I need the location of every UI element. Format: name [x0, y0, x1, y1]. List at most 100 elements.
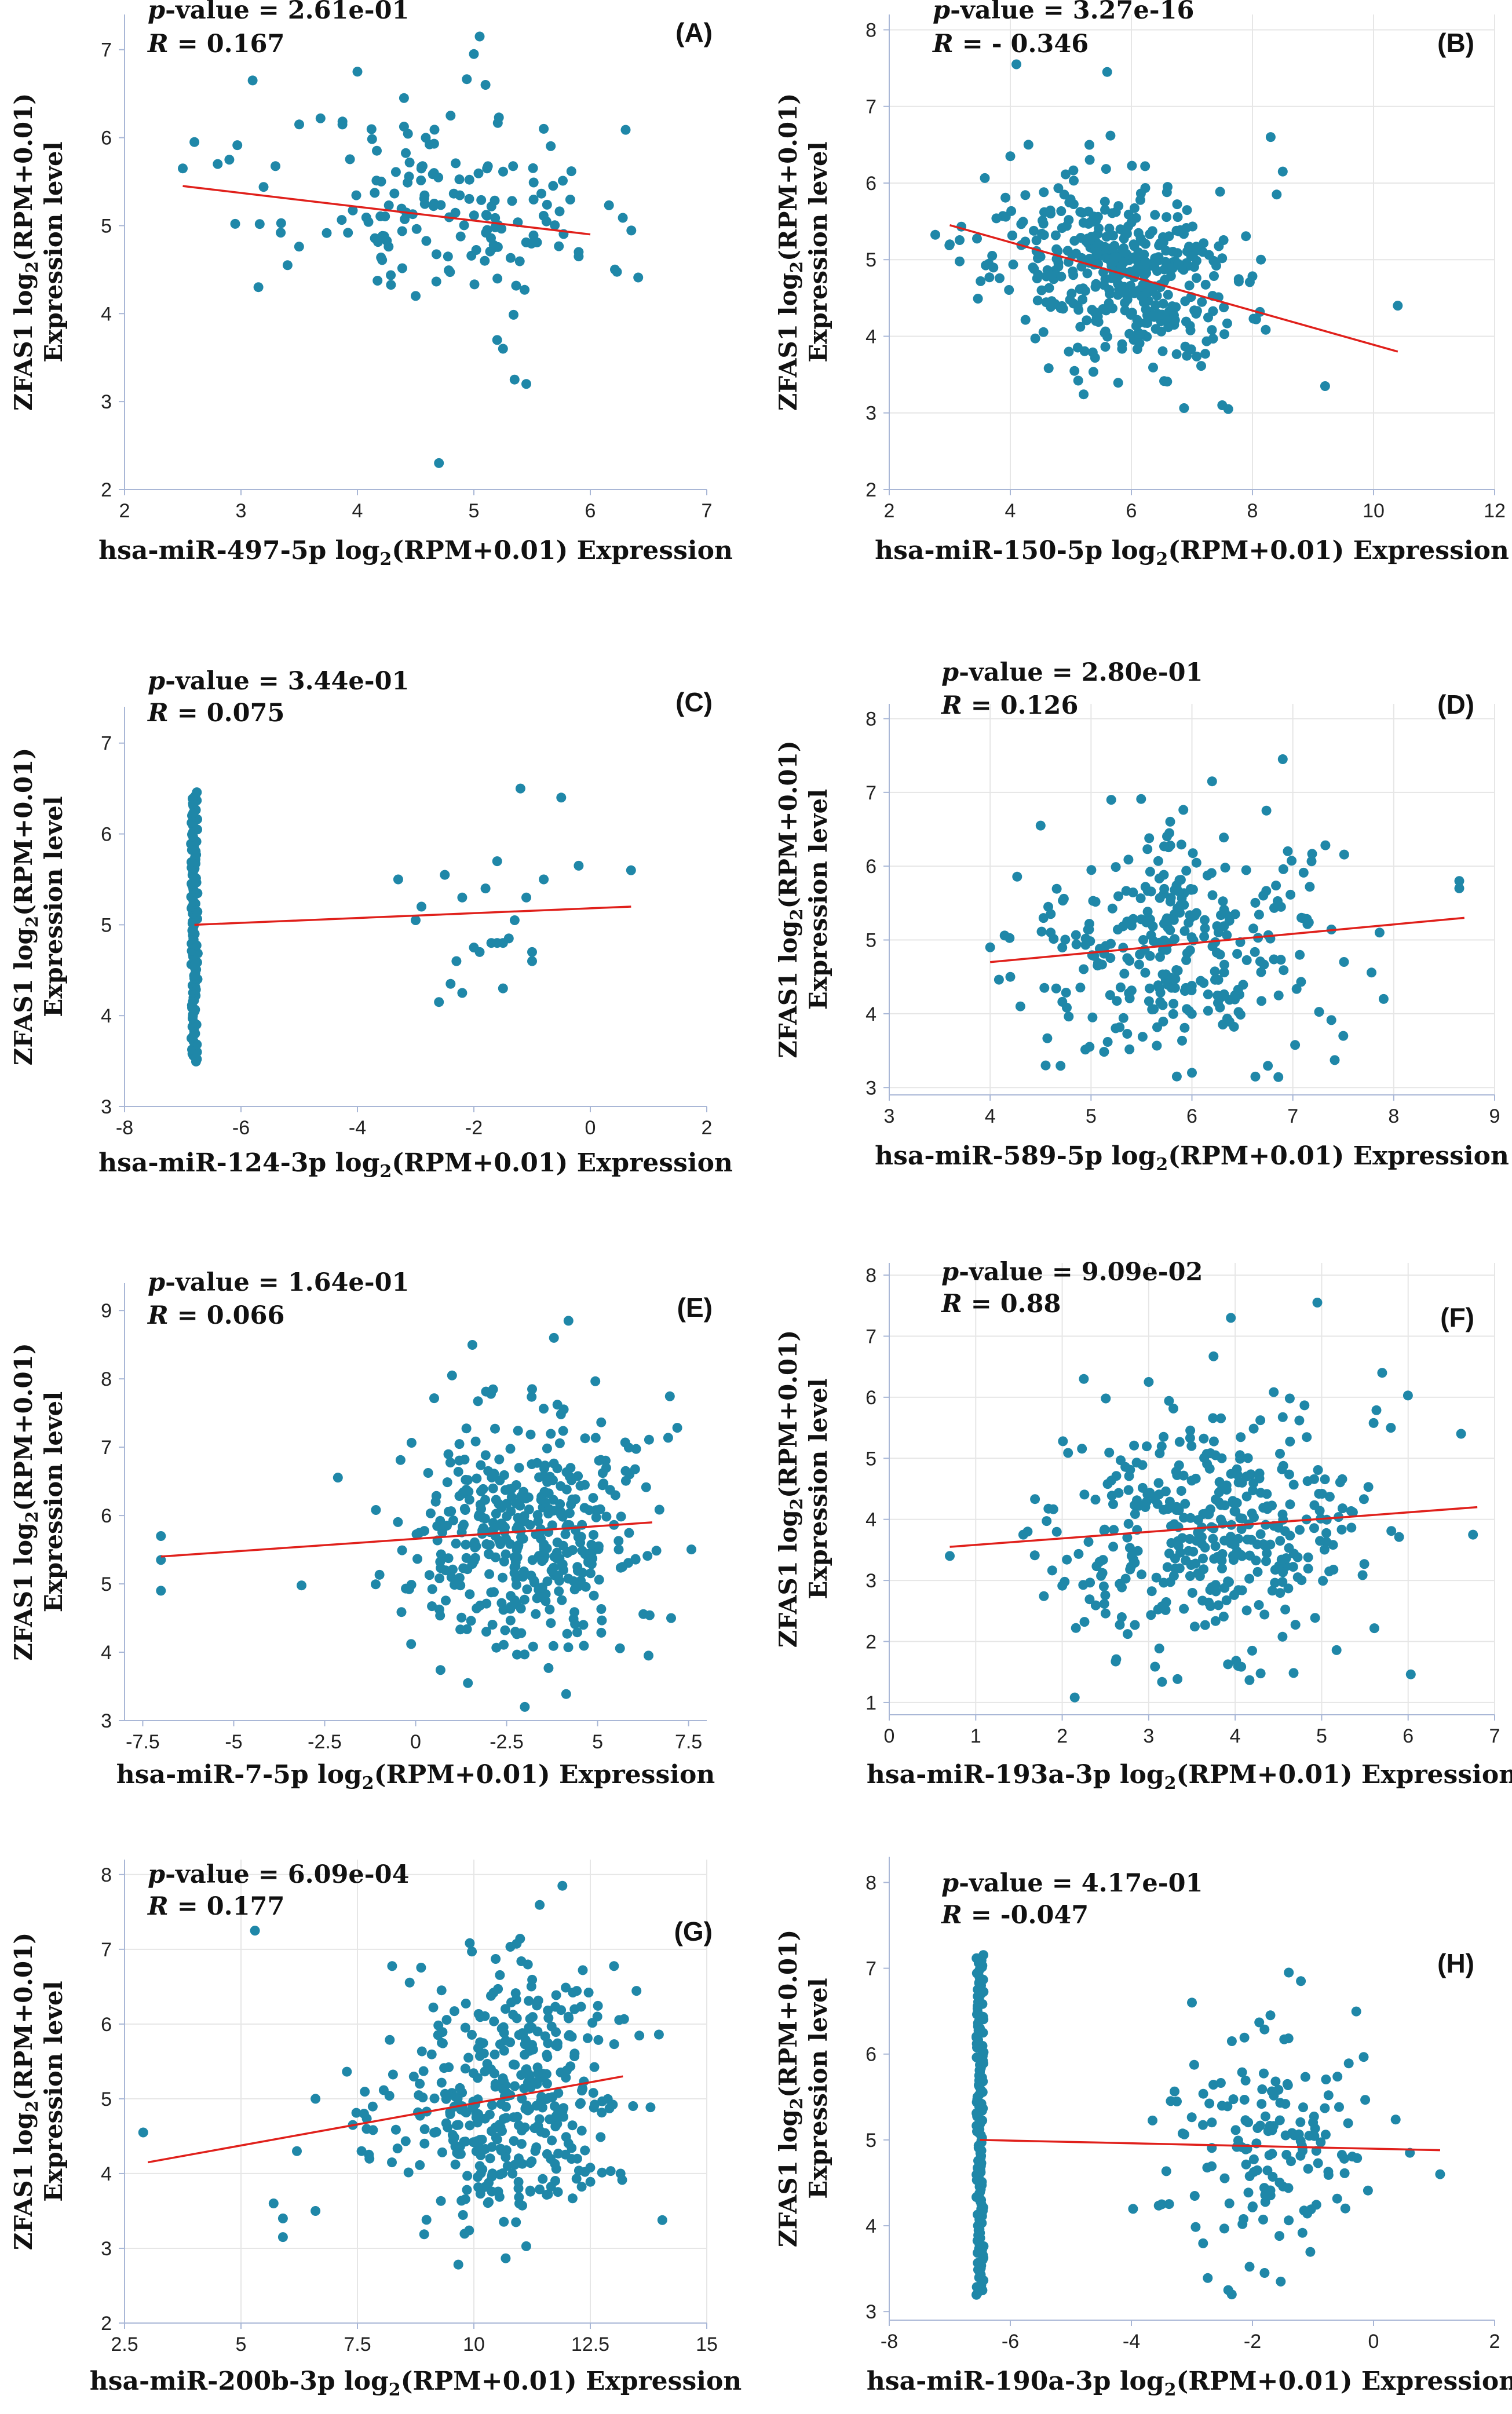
data-point [1285, 889, 1296, 900]
data-point [1153, 1478, 1164, 1488]
data-point [1056, 206, 1067, 216]
data-point [1124, 1471, 1134, 1481]
data-point [537, 1556, 547, 1566]
data-point [1141, 1497, 1152, 1507]
data-point [589, 1590, 599, 1601]
data-point [466, 1616, 476, 1626]
data-point [1149, 261, 1160, 272]
data-point [1065, 194, 1076, 204]
panel-tag: (E) [677, 1292, 713, 1323]
data-point [483, 2198, 493, 2208]
data-point [1199, 238, 1209, 249]
data-point [1294, 1415, 1305, 1426]
data-point [1326, 1015, 1336, 1025]
data-point [1273, 896, 1283, 906]
data-point [490, 2049, 500, 2059]
r-value-text: = 0.066 [169, 1301, 285, 1330]
data-point [545, 1604, 555, 1615]
y-axis-label: ZFAS1 log2(RPM+0.01) Expression level [9, 93, 68, 411]
data-point [1243, 2187, 1254, 2198]
data-point [464, 1495, 474, 1505]
data-point [512, 1552, 523, 1562]
data-point [406, 1438, 417, 1448]
data-point [586, 1539, 597, 1550]
data-point [576, 2002, 586, 2012]
r-symbol: R [940, 691, 962, 720]
p-value-text: -value = 3.27e-16 [950, 0, 1194, 25]
data-point [434, 1604, 444, 1615]
data-point [616, 1511, 626, 1522]
y-label-rest: (RPM+0.01) [774, 93, 802, 261]
data-point [440, 1521, 450, 1531]
data-point [978, 1950, 988, 1960]
data-point [955, 235, 965, 245]
data-point [276, 228, 286, 238]
data-point [1358, 2052, 1369, 2062]
data-point [1277, 1412, 1288, 1422]
data-point [1266, 2086, 1277, 2097]
x-axis-label: hsa-miR-193a-3p log2(RPM+0.01) Expressio… [867, 1760, 1512, 1794]
data-point [431, 249, 441, 260]
data-point [498, 166, 508, 177]
data-point [548, 1641, 558, 1651]
data-point [1187, 1068, 1197, 1078]
r-value-label: R = -0.047 [940, 1901, 1089, 1930]
data-point [1128, 914, 1138, 924]
data-point [1137, 1569, 1146, 1580]
data-point [484, 2178, 494, 2188]
data-point [1235, 1450, 1245, 1460]
data-point [1198, 1553, 1208, 1564]
data-point [465, 1589, 475, 1599]
data-point [1218, 1612, 1229, 1621]
data-point [1179, 403, 1189, 413]
data-point [1190, 2222, 1201, 2232]
data-point [563, 1316, 574, 1326]
data-point [1071, 930, 1081, 940]
data-point [1232, 949, 1243, 959]
data-point [1061, 988, 1071, 998]
data-point [1100, 204, 1110, 215]
data-point [1340, 2203, 1350, 2214]
data-point [471, 2112, 481, 2123]
data-point [1102, 1037, 1113, 1047]
y-label-line-2: Expression level [804, 1978, 832, 2198]
data-point [1207, 776, 1217, 787]
data-point [1079, 1374, 1089, 1384]
x-tick-label: -4 [349, 1117, 366, 1139]
data-point [419, 2124, 430, 2134]
data-point [445, 978, 456, 989]
y-tick-label: 8 [865, 1872, 876, 1894]
data-point [1284, 1393, 1295, 1404]
data-point [515, 783, 525, 794]
data-point [524, 1996, 534, 2006]
data-point [478, 2038, 488, 2048]
data-point [1145, 983, 1155, 994]
data-point [531, 1609, 541, 1619]
x-tick-label: 0 [585, 1117, 596, 1139]
data-point [1337, 1503, 1347, 1514]
data-point [530, 2146, 540, 2156]
data-point [580, 2145, 590, 2156]
data-point [1185, 1425, 1196, 1436]
data-point [1144, 833, 1155, 843]
data-point [1005, 151, 1016, 162]
data-point [454, 1491, 465, 1501]
data-point [539, 1404, 549, 1414]
data-point [1456, 1429, 1466, 1439]
data-point [393, 874, 403, 885]
data-point [1056, 303, 1066, 313]
data-point [156, 1531, 166, 1541]
data-point [1261, 1520, 1271, 1530]
data-point [1170, 2086, 1179, 2097]
data-point [1386, 1423, 1396, 1433]
trend-line [194, 905, 631, 926]
x-label-suffix: (RPM+0.01) Expression [392, 1148, 733, 1178]
data-point [528, 195, 539, 204]
data-point [461, 1474, 471, 1485]
data-point [434, 458, 444, 468]
data-point [1208, 1436, 1219, 1447]
data-point [1082, 268, 1093, 279]
data-point [390, 167, 401, 177]
data-point [411, 291, 421, 301]
